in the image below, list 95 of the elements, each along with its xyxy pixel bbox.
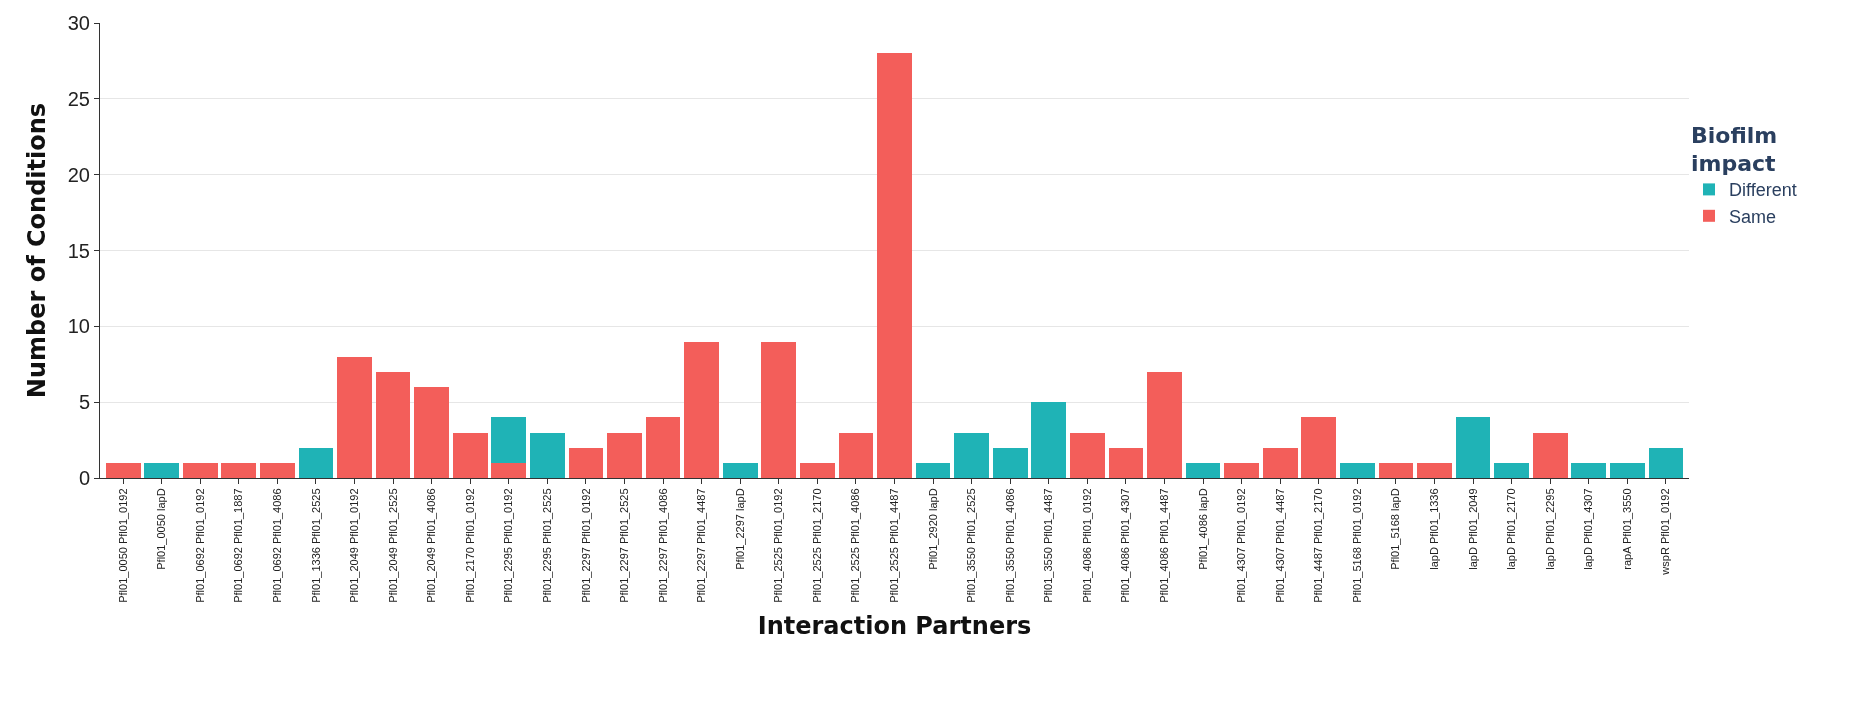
x-tick-label: Pfl01_0050 lapD [155,488,168,570]
legend-label: Different [1729,180,1797,201]
x-tick-label: Pfl01_0692 Pfl01_0192 [193,488,206,603]
x-tick-label: Pfl01_0050 Pfl01_0192 [116,488,129,603]
bar [1147,371,1182,478]
bar [722,462,758,478]
bar [1224,462,1259,478]
bar [1031,402,1067,478]
x-tick-label: Pfl01_4307 Pfl01_0192 [1235,488,1248,603]
x-tick-label: Pfl01_5168 Pfl01_0192 [1350,488,1363,603]
x-tick-label: Pfl01_2295 Pfl01_0192 [502,488,515,603]
x-tick-label: Pfl01_4086 Pfl01_4487 [1158,488,1171,603]
y-tick-label: 10 [67,315,90,338]
legend-title: Biofilm impact [1691,122,1778,177]
bar [414,387,450,478]
x-tick-label: Pfl01_5168 lapD [1389,488,1402,570]
bar [1069,432,1105,478]
y-tick-label: 5 [78,391,90,414]
bar [800,462,835,478]
bar [1108,447,1144,478]
x-tick-label: lapD Pfl01_2295 [1543,488,1556,570]
x-tick-label: Pfl01_2297 Pfl01_2525 [618,488,631,603]
y-axis-title: Number of Conditions [22,102,51,399]
x-tick-label: lapD Pfl01_2049 [1466,488,1479,570]
bar [144,462,180,478]
bar [1262,447,1298,478]
bar [491,462,527,478]
x-tick-label: Pfl01_2049 Pfl01_4086 [425,488,438,603]
bar [1455,417,1491,478]
y-tick-label: 15 [67,239,90,262]
x-tick-label: Pfl01_3550 Pfl01_4487 [1042,488,1055,603]
x-tick-label: Pfl01_2525 Pfl01_0192 [772,488,785,603]
x-tick-label: Pfl01_3550 Pfl01_4086 [1003,488,1016,603]
bar [992,447,1028,478]
bar [1571,462,1607,478]
x-axis-title: Interaction Partners [757,612,1032,641]
x-tick-label: Pfl01_2525 Pfl01_4086 [849,488,862,603]
x-tick-label: Pfl01_4086 Pfl01_4307 [1119,488,1132,603]
x-tick-label: Pfl01_0692 Pfl01_1887 [232,488,245,603]
x-tick-label: Pfl01_2525 Pfl01_4487 [888,488,901,603]
bar [491,417,527,463]
x-tick-label: Pfl01_2297 Pfl01_0192 [579,488,592,603]
bar [298,447,334,478]
bar [530,432,565,478]
legend-label: Same [1729,206,1777,227]
y-tick-label: 30 [67,12,90,34]
bar [877,53,912,478]
x-tick-label: Pfl01_1336 Pfl01_2525 [309,488,322,603]
bar [375,371,411,478]
bar [452,432,488,478]
bar [838,432,874,478]
bar [915,462,951,478]
x-tick-label: Pfl01_2920 lapD [926,488,939,570]
bar [337,356,372,478]
x-tick-label: lapD Pfl01_4307 [1582,488,1595,570]
bar [761,341,797,478]
x-tick-label: Pfl01_2297 Pfl01_4086 [656,488,669,603]
bar [1185,462,1221,478]
x-tick-label: Pfl01_2297 lapD [733,488,746,570]
bar [105,462,141,478]
x-tick-label: Pfl01_4487 Pfl01_2170 [1312,488,1325,603]
x-tick-label: Pfl01_2049 Pfl01_0192 [348,488,361,603]
x-tick-label: Pfl01_4307 Pfl01_4487 [1273,488,1286,603]
x-tick-label: wspR Pfl01_0192 [1659,488,1672,576]
bar [182,462,218,478]
x-tick-label: Pfl01_4086 lapD [1196,488,1209,570]
x-tick-label: Pfl01_0692 Pfl01_4086 [270,488,283,603]
bar [607,432,642,478]
y-tick-label: 0 [78,467,90,489]
bar [1648,447,1684,478]
bar [221,462,257,478]
y-tick-label: 25 [67,87,90,110]
bar [1494,462,1529,478]
x-tick-label: rapA Pfl01_3550 [1620,488,1633,570]
x-tick-label: Pfl01_2170 Pfl01_0192 [463,488,476,603]
x-tick-label: Pfl01_2049 Pfl01_2525 [386,488,399,603]
y-tick-label: 20 [67,163,90,186]
bar [1417,462,1452,478]
bar [1378,462,1414,478]
x-tick-label: Pfl01_3550 Pfl01_2525 [965,488,978,603]
bar [684,341,720,478]
bar [954,432,989,478]
x-tick-label: Pfl01_2295 Pfl01_2525 [540,488,553,603]
x-tick-label: lapD Pfl01_2170 [1505,488,1518,570]
x-tick-label: Pfl01_2297 Pfl01_4487 [695,488,708,603]
bar [1532,432,1568,478]
bar [1339,462,1375,478]
x-tick-label: lapD Pfl01_1336 [1428,488,1441,570]
bar [1301,417,1337,478]
bar [645,417,681,478]
x-tick-label: Pfl01_2525 Pfl01_2170 [810,488,823,603]
bar [568,447,604,478]
bar [260,462,295,478]
x-tick-label: Pfl01_4086 Pfl01_0192 [1080,488,1093,603]
bar [1609,462,1645,478]
